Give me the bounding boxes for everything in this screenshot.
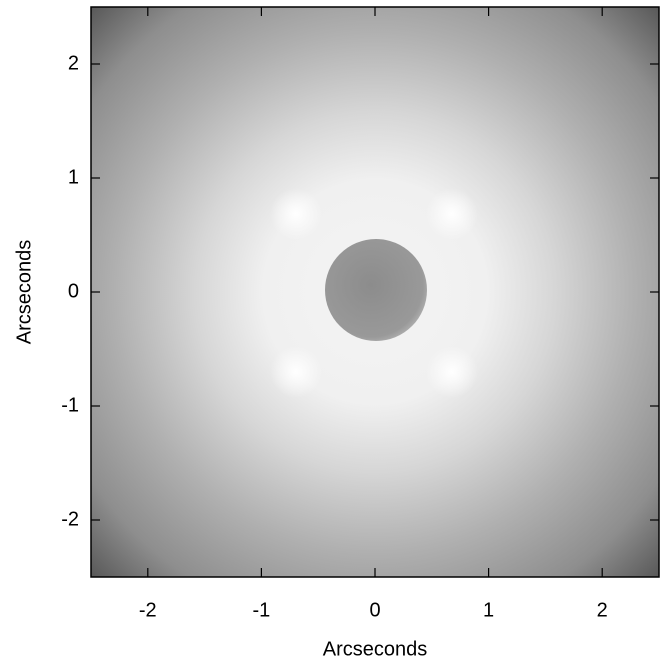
x-tick-label: 2 [597, 599, 608, 621]
y-tick-label: 2 [68, 52, 79, 74]
x-tick-label: 1 [483, 599, 494, 621]
x-tick-label: -2 [139, 599, 157, 621]
x-tick-label: -1 [253, 599, 271, 621]
y-tick-label: 0 [68, 280, 79, 302]
y-tick-label: -1 [61, 394, 79, 416]
image [91, 7, 659, 577]
chart: Arcseconds Arcseconds -2 -1 0 1 2 -2 -1 0 1 2 [0, 0, 667, 663]
page: Arcseconds Arcseconds -2-1012-2-1012 (()… [0, 0, 667, 663]
y-tick-label: 1 [68, 166, 79, 188]
y-tick-label: -2 [61, 508, 79, 530]
x-axis-title: Arcseconds [323, 638, 428, 660]
x-tick-label: 0 [369, 599, 380, 621]
y-axis-title: Arcseconds [13, 240, 35, 345]
